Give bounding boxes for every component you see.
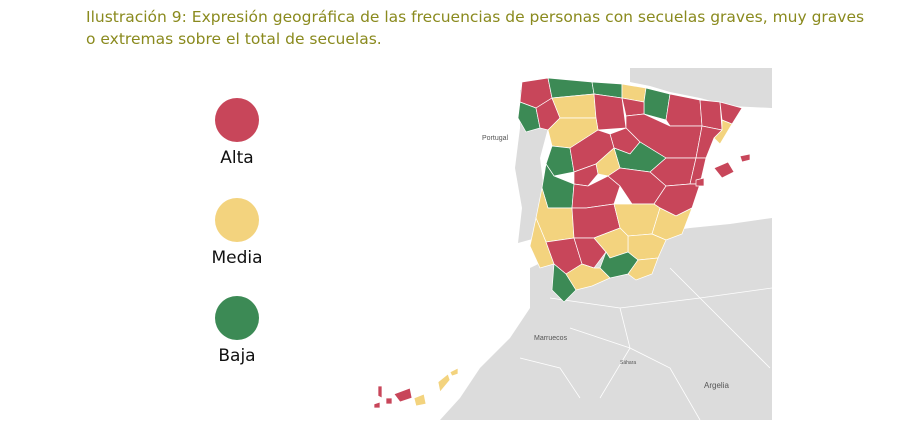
province-salamanca: [545, 145, 575, 177]
legend-dot-media: [215, 198, 259, 242]
province-leon: [551, 93, 597, 119]
island-lanzarote: [449, 367, 459, 377]
legend-label-media: Media: [211, 248, 263, 268]
legend-dot-baja: [215, 296, 259, 340]
land-africa: [440, 218, 772, 420]
province-mallorca: [713, 161, 735, 179]
province-navarra: [643, 87, 671, 121]
island-el-hierro: [373, 401, 381, 409]
label-sahara: Sáhara: [620, 360, 636, 366]
label-portugal: Portugal: [482, 135, 509, 142]
province-ibiza: [695, 177, 705, 187]
province-cordoba: [573, 237, 607, 269]
legend-item-baja: Baja: [200, 296, 274, 366]
province-huelva: [529, 216, 555, 269]
island-gomera: [385, 397, 393, 405]
legend-item-alta: Alta: [200, 98, 274, 168]
province-tarragona: [695, 125, 723, 159]
province-cadiz: [551, 263, 577, 303]
island-tenerife: [393, 387, 413, 403]
label-marruecos: Marruecos: [534, 335, 568, 342]
spain-map: Portugal Marruecos Sáhara Argelia: [370, 68, 772, 420]
island-fuerteventura: [437, 373, 451, 393]
island-la-palma: [377, 385, 383, 399]
figure-caption: Ilustración 9: Expresión geográfica de l…: [86, 8, 865, 48]
province-malaga: [565, 263, 611, 291]
province-lleida: [699, 99, 723, 131]
label-argelia: Argelia: [704, 381, 729, 390]
land-france: [630, 68, 772, 108]
legend-label-baja: Baja: [218, 346, 256, 366]
island-gran-canaria: [413, 393, 427, 407]
province-almeria: [627, 257, 659, 281]
province-barcelona: [713, 119, 733, 145]
province-galicia-s: [517, 101, 541, 133]
province-avila: [573, 163, 599, 187]
province-menorca: [739, 153, 751, 163]
legend-item-media: Media: [200, 198, 274, 268]
legend-dot-alta: [215, 98, 259, 142]
legend-label-alta: Alta: [220, 148, 254, 168]
province-burgos: [593, 93, 627, 131]
